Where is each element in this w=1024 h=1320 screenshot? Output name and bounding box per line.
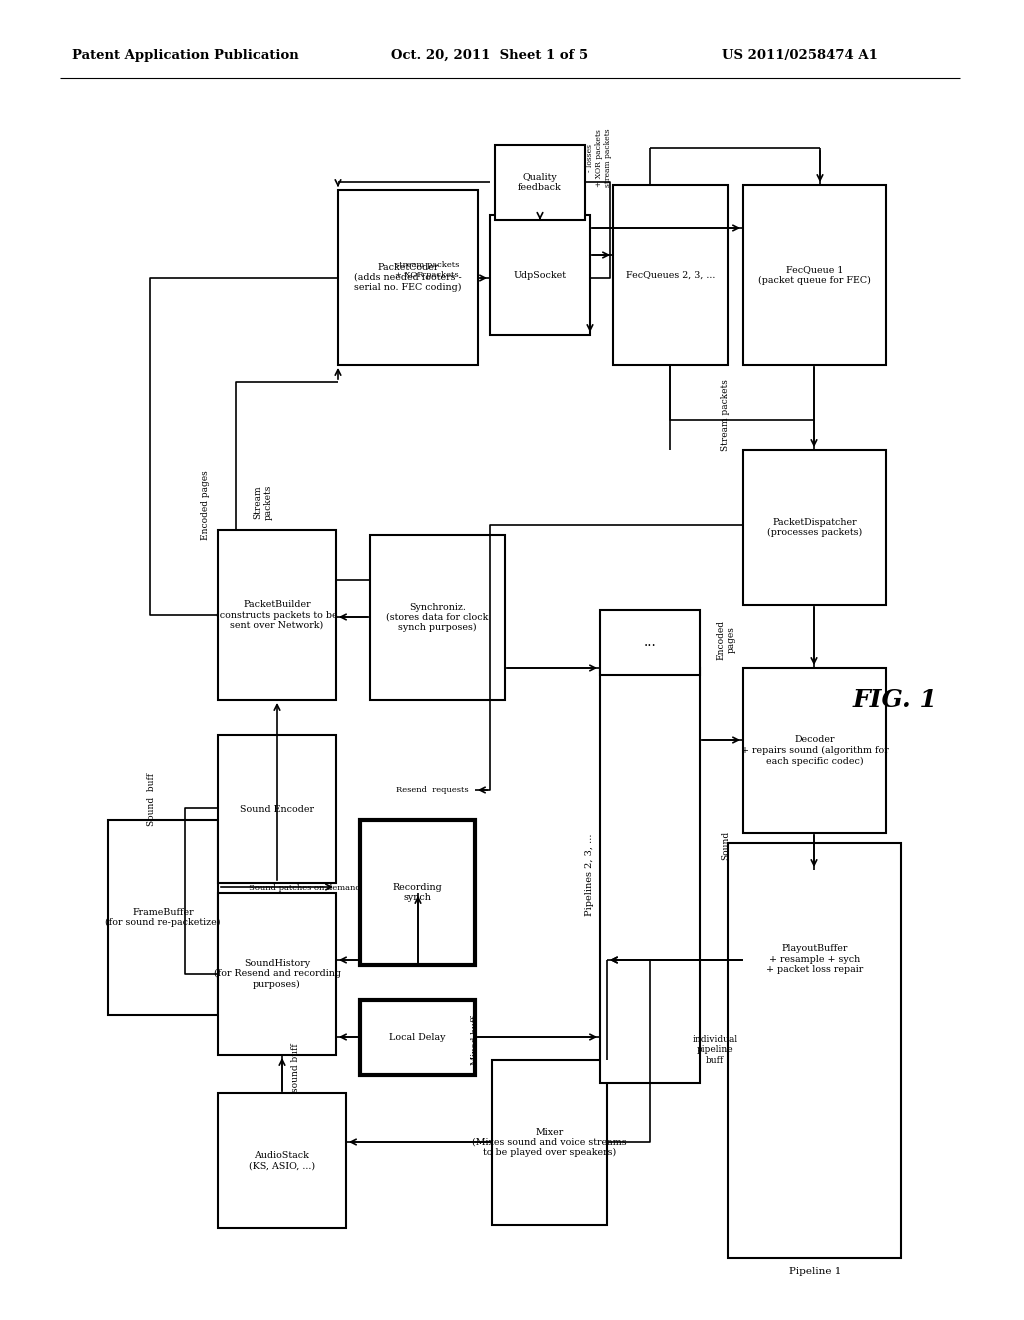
Text: Stream
packets: Stream packets xyxy=(253,484,272,520)
Text: PlayoutBuffer
+ resample + sych
+ packet loss repair: PlayoutBuffer + resample + sych + packet… xyxy=(766,944,863,974)
Bar xyxy=(495,145,585,220)
Bar xyxy=(492,1060,607,1225)
Text: Encoded
pages: Encoded pages xyxy=(717,620,735,660)
Text: PacketBuilder
(constructs packets to be
sent over Network): PacketBuilder (constructs packets to be … xyxy=(216,601,338,630)
Text: Sound: Sound xyxy=(722,830,730,859)
Bar xyxy=(108,820,218,1015)
Text: PacketDispatcher
(processes packets): PacketDispatcher (processes packets) xyxy=(767,517,862,537)
Bar xyxy=(728,843,901,1258)
Text: UdpSocket: UdpSocket xyxy=(513,271,566,280)
Bar xyxy=(360,1001,475,1074)
Text: Recording
synch: Recording synch xyxy=(392,883,442,902)
Text: PacketCoder
(adds needed footers -
serial no. FEC coding): PacketCoder (adds needed footers - seria… xyxy=(354,263,462,293)
Text: Synchroniz.
(stores data for clock
synch purposes): Synchroniz. (stores data for clock synch… xyxy=(386,602,488,632)
Text: Quality
feedback: Quality feedback xyxy=(518,173,562,193)
Bar xyxy=(370,535,505,700)
Bar xyxy=(600,668,700,1082)
Bar xyxy=(338,190,478,366)
Bar xyxy=(218,894,336,1055)
Text: FIG. 1: FIG. 1 xyxy=(853,688,937,711)
Bar xyxy=(743,668,886,833)
Text: Local Delay: Local Delay xyxy=(389,1034,445,1041)
Text: Mixer
(Mixes sound and voice streams
to be played over speakers): Mixer (Mixes sound and voice streams to … xyxy=(472,1127,627,1158)
Bar xyxy=(218,735,336,883)
Text: - losses
+ XOR packets
stream packets: - losses + XOR packets stream packets xyxy=(586,128,612,187)
Text: Pipelines 2, 3, ...: Pipelines 2, 3, ... xyxy=(585,834,594,916)
Text: Sound Encoder: Sound Encoder xyxy=(240,804,314,813)
Text: Sound  buff: Sound buff xyxy=(147,774,157,826)
Text: sound buff: sound buff xyxy=(291,1044,299,1093)
Bar xyxy=(743,185,886,366)
Text: Oct. 20, 2011  Sheet 1 of 5: Oct. 20, 2011 Sheet 1 of 5 xyxy=(391,49,589,62)
Text: Resend  requests: Resend requests xyxy=(395,785,468,795)
Bar xyxy=(218,1093,346,1228)
Bar xyxy=(490,215,590,335)
Text: US 2011/0258474 A1: US 2011/0258474 A1 xyxy=(722,49,878,62)
Text: Encoded pages: Encoded pages xyxy=(201,470,210,540)
Bar xyxy=(743,450,886,605)
Bar xyxy=(600,610,700,675)
Text: FrameBuffer
(for sound re-packetize): FrameBuffer (for sound re-packetize) xyxy=(105,908,221,927)
Bar xyxy=(218,531,336,700)
Text: Mixed buff: Mixed buff xyxy=(471,1015,480,1065)
Text: FecQueues 2, 3, ...: FecQueues 2, 3, ... xyxy=(626,271,715,280)
Text: AudioStack
(KS, ASIO, ...): AudioStack (KS, ASIO, ...) xyxy=(249,1151,315,1171)
Text: Sound patches on demand: Sound patches on demand xyxy=(249,884,360,892)
Text: Pipeline 1: Pipeline 1 xyxy=(788,1267,841,1276)
Bar xyxy=(743,870,886,1048)
Bar xyxy=(360,820,475,965)
Text: ...: ... xyxy=(644,635,656,649)
Text: Patent Application Publication: Patent Application Publication xyxy=(72,49,298,62)
Text: stream packets
+ XOR packets: stream packets + XOR packets xyxy=(395,261,459,279)
Bar xyxy=(613,185,728,366)
Text: FecQueue 1
(packet queue for FEC): FecQueue 1 (packet queue for FEC) xyxy=(758,265,871,285)
Text: individual
pipeline
buff: individual pipeline buff xyxy=(692,1035,737,1065)
Text: Stream packets: Stream packets xyxy=(722,379,730,451)
Text: SoundHistory
(for Resend and recording
purposes): SoundHistory (for Resend and recording p… xyxy=(213,958,341,989)
Text: Decoder
+ repairs sound (algorithm for
each specific codec): Decoder + repairs sound (algorithm for e… xyxy=(740,735,889,766)
